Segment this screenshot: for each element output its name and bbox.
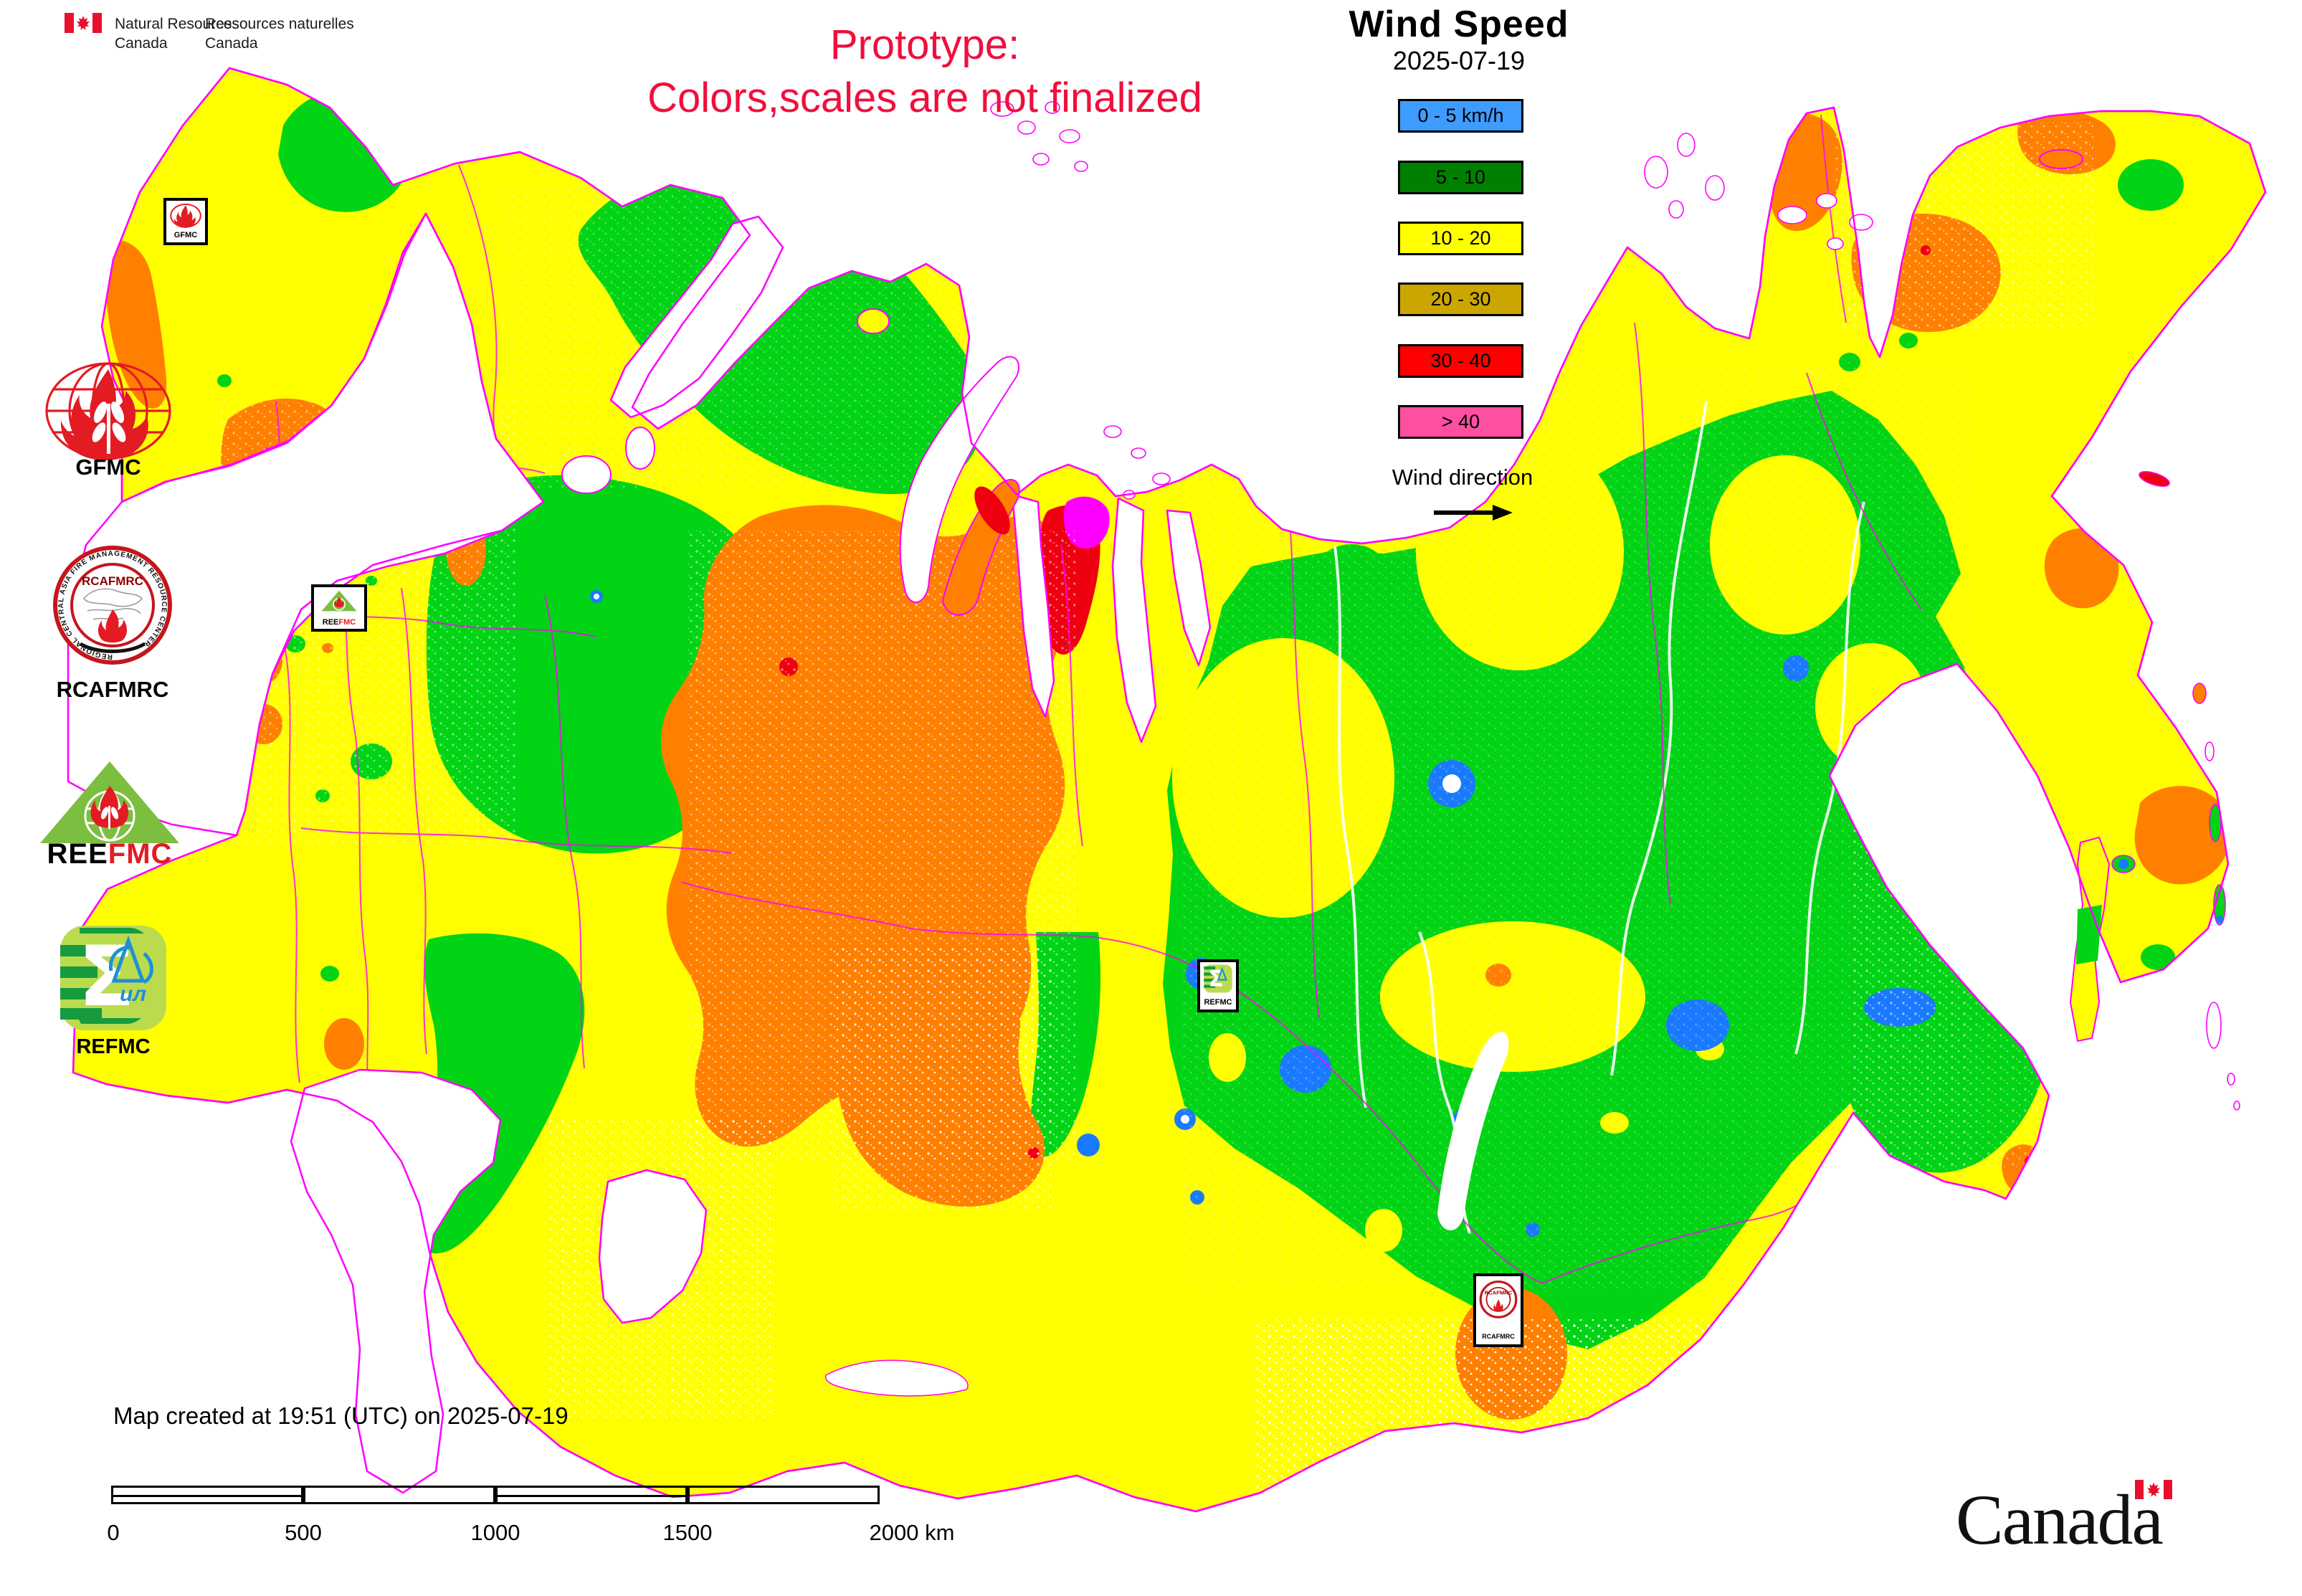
map-marker-reefmc: REEFMC — [311, 584, 367, 632]
legend-title: Wind Speed — [1349, 4, 1569, 45]
scale-bar-labels: 0 500 1000 1500 2000 km — [0, 1520, 2302, 1549]
legend-label-20-30: 20 - 30 — [1430, 288, 1491, 310]
legend-label-over40: > 40 — [1441, 411, 1480, 432]
nrcan-fr-line1: Ressources naturelles — [205, 16, 354, 32]
map-marker-rcafmrc: RCAFMRC RCAFMRC — [1473, 1273, 1523, 1347]
new-siberian-islands — [1777, 193, 1873, 250]
canada-wordmark: Canada — [1956, 1480, 2164, 1559]
scale-label-2000km: 2000 km — [869, 1520, 955, 1545]
nrcan-flag-icon — [65, 13, 102, 37]
islands — [857, 101, 2240, 1111]
scale-label-0: 0 — [107, 1520, 120, 1545]
rcafmrc-marker-icon: RCAFMRC — [1479, 1281, 1518, 1319]
novaya-zemlya-north — [899, 356, 1020, 603]
reefmc-wordmark-red: FMC — [108, 838, 173, 870]
ob-gulf — [1111, 497, 1157, 744]
wrangel-island — [2039, 149, 2083, 169]
coastline-overlay — [72, 67, 2267, 1513]
map-marker-reefmc-label: REEFMC — [322, 618, 356, 627]
aral-sea — [598, 1169, 708, 1324]
legend-item-20-30: 20 - 30 — [1398, 282, 1523, 316]
legend-label-0-5: 0 - 5 km/h — [1417, 105, 1504, 126]
legend-label-5-10: 5 - 10 — [1435, 166, 1486, 188]
legend-item-10-20: 10 - 20 — [1398, 222, 1523, 255]
yamal-strait — [1011, 493, 1055, 718]
map-marker-refmc: Σ REFMC — [1197, 959, 1239, 1012]
map-marker-gfmc-label: GFMC — [173, 231, 198, 239]
refmc-label: REFMC — [76, 1035, 151, 1058]
svg-text:Σ: Σ — [1208, 966, 1224, 992]
gfmc-marker-icon — [170, 203, 201, 228]
franz-josef-land — [990, 101, 1088, 172]
novaya-zemlya-red — [974, 486, 1010, 535]
kuril-chain — [2192, 683, 2240, 1111]
legend-item-over40: > 40 — [1398, 405, 1523, 439]
refmc-inner-text: ил — [120, 982, 146, 1006]
lake-balkhash — [824, 1359, 969, 1397]
prototype-notice-line1: Prototype: — [829, 22, 1020, 68]
kolguev-island — [857, 308, 890, 334]
nrcan-en-line2: Canada — [115, 35, 168, 52]
lake-onega — [625, 427, 655, 470]
legend-label-10-20: 10 - 20 — [1430, 227, 1491, 249]
gfmc-label: GFMC — [75, 455, 141, 480]
scale-bar-segment-4 — [688, 1486, 880, 1504]
nrcan-signature-fr: Ressources naturelles Canada — [205, 14, 354, 53]
scale-label-500: 500 — [285, 1520, 322, 1545]
canada-wordmark-flag-icon — [2135, 1480, 2172, 1503]
wind-direction-label: Wind direction — [1392, 465, 1533, 490]
svg-text:RCAFMRC: RCAFMRC — [1485, 1289, 1513, 1296]
nrcan-signature-en: Natural Resources Canada — [115, 14, 239, 53]
rcafmrc-logo: REGIONAL CENTRAL ASIA FIRE MANAGEMENT RE… — [52, 545, 173, 672]
refmc-marker-icon: Σ — [1204, 964, 1232, 993]
map-marker-gfmc: GFMC — [163, 198, 208, 245]
gfmc-logo — [44, 361, 172, 466]
reefmc-marker-icon — [321, 590, 357, 612]
shantar-blue — [2118, 859, 2129, 869]
taz-gulf — [1166, 509, 1212, 667]
scale-bar-segment-2 — [303, 1486, 495, 1504]
map-marker-refmc-label: REFMC — [1204, 998, 1232, 1007]
legend-date: 2025-07-19 — [1392, 46, 1526, 75]
reefmc-wordmark: REEFMC — [36, 838, 184, 870]
legend-item-30-40: 30 - 40 — [1398, 344, 1523, 378]
lake-baikal — [1437, 1032, 1509, 1231]
lake-ladoga — [561, 455, 612, 494]
scale-label-1000: 1000 — [470, 1520, 520, 1545]
scale-bar-segment-1 — [111, 1486, 303, 1504]
rcafmrc-badge-text: RCAFMRC — [82, 574, 143, 588]
nrcan-en-line1: Natural Resources — [115, 16, 239, 32]
scale-bar-segment-3 — [495, 1486, 688, 1504]
reefmc-wordmark-black: REE — [47, 838, 108, 870]
legend-item-5-10: 5 - 10 — [1398, 161, 1523, 194]
commander-island — [2139, 470, 2170, 488]
wind-direction-arrow — [1432, 503, 1513, 526]
nrcan-fr-line2: Canada — [205, 35, 258, 52]
prototype-notice-line2: Colors,scales are not finalized — [647, 75, 1202, 121]
scale-label-1500: 1500 — [662, 1520, 713, 1545]
legend-item-0-5: 0 - 5 km/h — [1398, 99, 1523, 133]
refmc-logo: Σ ил — [60, 925, 167, 1035]
reefmc-logo: REEFMC — [36, 760, 184, 870]
caspian-sea — [290, 1068, 502, 1494]
rcafmrc-label: RCAFMRC — [56, 677, 169, 702]
severnaya-zemlya — [1644, 133, 1725, 219]
legend-label-30-40: 30 - 40 — [1430, 350, 1491, 371]
prototype-notice: Prototype: Colors,scales are not finaliz… — [566, 19, 1283, 125]
map-marker-rcafmrc-label: RCAFMRC — [1482, 1333, 1515, 1340]
map-created-text: Map created at 19:51 (UTC) on 2025-07-19 — [113, 1402, 569, 1429]
sakhalin-green — [2076, 905, 2102, 964]
scale-bar — [111, 1486, 880, 1504]
